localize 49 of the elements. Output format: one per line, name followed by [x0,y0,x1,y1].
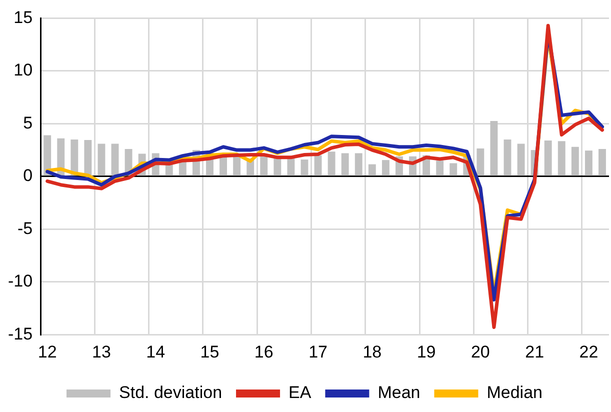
bar [544,140,552,176]
x-tick-label: 16 [254,342,274,362]
bar [490,121,498,176]
y-tick-label: 15 [14,8,33,27]
bar [368,164,376,176]
x-tick-label: 18 [362,342,382,362]
y-tick-label: 10 [14,60,33,80]
x-tick-label: 14 [146,342,166,362]
y-tick-label: -15 [8,324,33,344]
bar [314,155,322,176]
y-tick-label: -5 [17,218,33,238]
bar [558,141,566,176]
bar [98,144,106,176]
bar [382,160,390,176]
bar [328,152,336,176]
bar [233,155,241,176]
legend-label: EA [288,383,312,402]
legend-label: Mean [378,383,420,402]
x-tick-label: 15 [200,342,220,362]
x-tick-label: 13 [92,342,111,362]
x-tick-label: 12 [38,342,57,362]
bar [450,163,458,176]
bar [571,146,579,176]
bar [517,144,525,176]
bar [598,148,606,176]
x-tick-label: 21 [525,342,544,362]
bar [354,153,362,176]
bar [436,160,444,176]
bar [287,158,295,176]
bar [476,148,484,176]
bar [300,160,308,176]
legend-label: Std. deviation [119,383,222,402]
bar [274,158,282,176]
bar [44,135,52,176]
bar [584,150,592,176]
x-tick-label: 22 [579,342,598,362]
x-tick-label: 19 [416,342,436,362]
y-tick-label: 0 [23,166,33,186]
bar [504,139,512,176]
bar [178,162,186,176]
x-tick-label: 17 [308,342,328,362]
bar [111,144,119,176]
x-tick-label: 20 [470,342,490,362]
bar [84,140,92,176]
bar [341,153,349,176]
y-tick-label: 5 [23,113,33,132]
y-tick-label: -10 [8,272,33,291]
legend-label: Median [486,383,542,402]
bar [260,155,268,176]
